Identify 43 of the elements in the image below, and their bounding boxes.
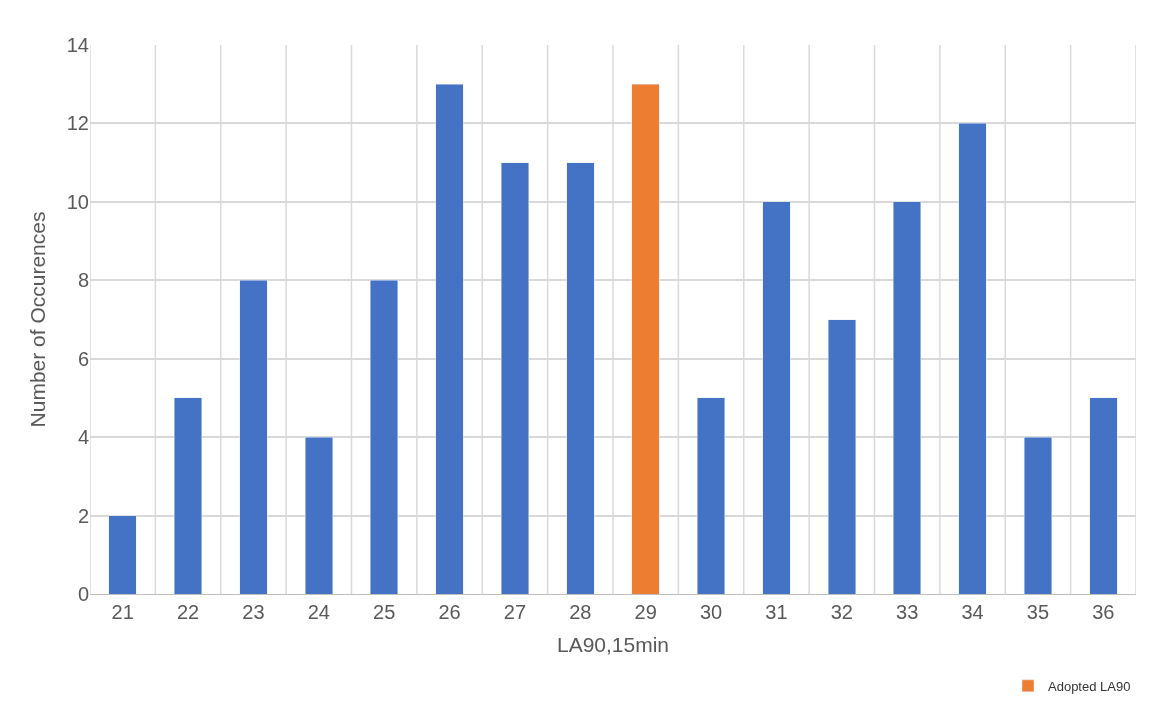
- bar: [370, 280, 399, 594]
- bar: [239, 280, 268, 594]
- bar: [174, 397, 203, 594]
- x-tick-label: 26: [438, 601, 461, 623]
- y-tick-label: 8: [77, 269, 89, 292]
- x-tick-label: 32: [830, 601, 853, 623]
- bar: [762, 201, 791, 594]
- bar: [108, 515, 137, 594]
- bar: [1089, 397, 1118, 594]
- y-tick-label: 14: [66, 34, 89, 56]
- bar: [500, 162, 529, 594]
- x-tick-label: 36: [1092, 601, 1115, 623]
- y-tick-label: 6: [77, 347, 89, 370]
- bar: [697, 397, 726, 594]
- x-tick-label: 28: [569, 601, 592, 623]
- bar: [631, 83, 660, 594]
- y-tick-label: 0: [77, 583, 89, 605]
- x-tick-label: 30: [699, 601, 723, 623]
- x-tick-label: 34: [961, 601, 984, 623]
- x-tick-label: 27: [503, 601, 527, 623]
- y-tick-label: 4: [77, 426, 89, 449]
- bar: [304, 436, 333, 594]
- x-tick-label: 33: [896, 601, 919, 623]
- bar: [958, 123, 987, 594]
- bar: [566, 162, 595, 594]
- x-tick-label: 21: [111, 601, 134, 623]
- x-tick-label: 22: [176, 601, 200, 623]
- bar: [893, 201, 922, 594]
- x-tick-label: 31: [765, 601, 788, 623]
- x-tick-label: 25: [373, 601, 396, 623]
- bar: [1023, 436, 1052, 594]
- x-tick-label: 35: [1026, 601, 1050, 623]
- x-tick-label: 29: [634, 601, 657, 623]
- bar: [435, 83, 464, 594]
- y-axis-title: Number of Occurences: [25, 211, 49, 428]
- y-tick-label: 2: [77, 504, 89, 527]
- x-tick-label: 23: [242, 601, 265, 623]
- bar: [827, 319, 856, 594]
- y-tick-label: 12: [66, 112, 89, 135]
- x-axis-title: LA90,15min: [556, 633, 670, 657]
- y-tick-label: 10: [66, 190, 89, 213]
- x-tick-label: 24: [307, 601, 330, 623]
- legend-label: Adopted LA90: [1048, 678, 1131, 694]
